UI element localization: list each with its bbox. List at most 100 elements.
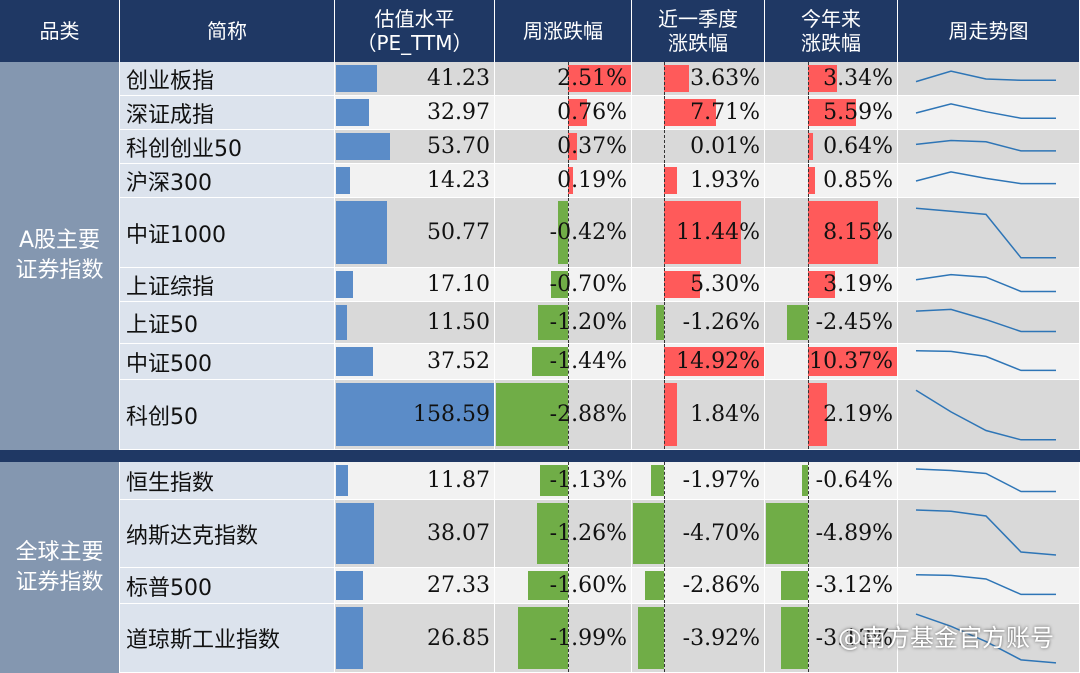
week-cell: 0.19% [495,164,632,198]
week-cell: 0.76% [495,96,632,130]
name-cell: 纳斯达克指数 [120,500,335,568]
pe-value: 41.23 [427,66,490,91]
category-cell: 全球主要 证券指数 [0,462,120,673]
pe-value: 158.59 [413,402,490,427]
pe-value: 17.10 [427,272,490,297]
week-value: -0.42% [549,220,627,245]
week-bar [568,133,578,160]
quarter-cell: -1.26% [632,302,765,344]
trend-line [915,273,1056,293]
ytd-cell: -4.89% [765,500,898,568]
zero-axis [807,500,809,567]
quarter-value: -4.70% [682,521,760,546]
ytd-bar [781,607,808,669]
pe-cell: 37.52 [335,344,495,380]
category-text: 证券指数 [15,569,104,595]
week-bar [557,201,569,264]
week-bar [518,607,569,669]
ytd-cell: 3.34% [765,62,898,96]
week-bar [568,65,631,92]
zero-axis [664,302,666,343]
zero-axis [664,380,666,449]
ytd-value: 0.64% [823,134,893,159]
quarter-cell: 0.01% [632,130,765,164]
ytd-bar [807,201,878,264]
index-name: 标普500 [126,575,212,601]
ytd-cell: -3.13% [765,604,898,673]
ytd-cell: 0.64% [765,130,898,164]
week-cell: -0.70% [495,268,632,302]
pe-bar [336,607,363,669]
quarter-value: 1.84% [690,402,760,427]
quarter-value: -2.86% [682,573,760,598]
week-cell: -1.44% [495,344,632,380]
header-text: 估值水平 [374,7,455,31]
week-cell: 2.51% [495,62,632,96]
week-cell: 0.37% [495,130,632,164]
zero-axis [568,198,570,267]
name-cell: 道琼斯工业指数 [120,604,335,673]
quarter-bar [664,65,689,92]
name-cell: 标普500 [120,568,335,604]
ytd-bar [807,347,897,376]
trend-cell [898,164,1080,198]
name-cell: 上证50 [120,302,335,344]
pe-bar [336,571,364,600]
zero-axis [664,96,666,129]
zero-axis [568,462,570,499]
week-bar [528,571,569,600]
quarter-cell: 1.84% [632,380,765,450]
ytd-cell: -3.12% [765,568,898,604]
ytd-cell: 5.59% [765,96,898,130]
pe-value: 32.97 [427,100,490,125]
pe-value: 37.52 [427,349,490,374]
ytd-value: -2.45% [815,310,893,335]
pe-value: 38.07 [427,521,490,546]
ytd-bar [807,271,836,298]
index-name: 中证500 [126,351,212,377]
sparkline [915,574,1056,596]
pe-bar [336,503,374,564]
week-bar [539,465,569,496]
week-value: -1.60% [549,573,627,598]
pe-bar [336,201,387,264]
category-cell: A股主要 证券指数 [0,62,120,450]
ytd-value: 8.15% [823,220,893,245]
week-value: -1.44% [549,349,627,374]
pe-bar [336,347,374,376]
quarter-cell: 1.93% [632,164,765,198]
ytd-cell: 8.15% [765,198,898,268]
zero-axis [568,164,570,197]
trend-line [915,308,1056,333]
trend-cell [898,380,1080,450]
name-cell: 沪深300 [120,164,335,198]
quarter-bar [655,305,665,340]
week-value: 2.51% [557,66,627,91]
pe-value: 11.50 [427,310,490,335]
pe-bar [336,271,354,298]
week-cell: -1.26% [495,500,632,568]
ytd-cell: 0.85% [765,164,898,198]
trend-line [915,468,1056,493]
pe-cell: 17.10 [335,268,495,302]
name-cell: 恒生指数 [120,462,335,500]
week-value: -1.99% [549,625,627,651]
name-cell: 创业板指 [120,62,335,96]
zero-axis [664,198,666,267]
sparkline [915,350,1056,372]
trend-line [915,574,1056,596]
week-value: 0.37% [557,134,627,159]
name-cell: 上证综指 [120,268,335,302]
zero-axis [807,164,809,197]
pe-cell: 11.87 [335,462,495,500]
zero-axis [807,568,809,603]
ytd-cell: 3.19% [765,268,898,302]
trend-cell [898,500,1080,568]
zero-axis [664,268,666,301]
pe-cell: 32.97 [335,96,495,130]
quarter-cell: 14.92% [632,344,765,380]
trend-cell [898,344,1080,380]
zero-axis [664,462,666,499]
header-cell: 今年来 涨跌幅 [765,0,898,62]
